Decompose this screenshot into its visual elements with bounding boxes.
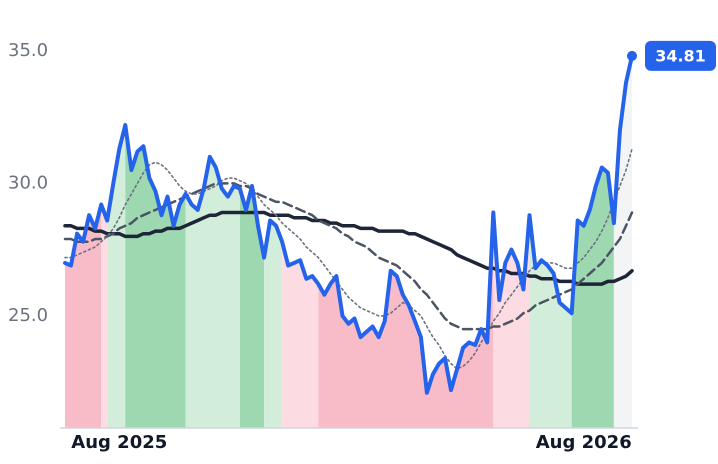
x-tick-label: Aug 2025 bbox=[71, 432, 167, 453]
region-area bbox=[185, 156, 240, 428]
region-area bbox=[65, 204, 102, 428]
last-value-label: 34.81 bbox=[655, 46, 706, 65]
x-tick-label: Aug 2026 bbox=[536, 432, 632, 453]
region-area bbox=[318, 212, 494, 428]
region-area bbox=[529, 215, 572, 428]
y-tick-label: 35.0 bbox=[8, 40, 48, 61]
moving-average-line bbox=[63, 210, 634, 286]
price-line bbox=[63, 53, 634, 395]
region-area bbox=[101, 204, 108, 428]
last-value-badge bbox=[645, 40, 716, 71]
region-area bbox=[264, 220, 283, 428]
region-area bbox=[239, 186, 265, 428]
y-tick-label: 25.0 bbox=[8, 305, 48, 326]
y-tick-label: 30.0 bbox=[8, 172, 48, 193]
region-area bbox=[571, 167, 614, 428]
last-point bbox=[627, 50, 637, 61]
region-area bbox=[125, 125, 186, 428]
region-area bbox=[613, 55, 632, 429]
region-area bbox=[282, 241, 319, 428]
